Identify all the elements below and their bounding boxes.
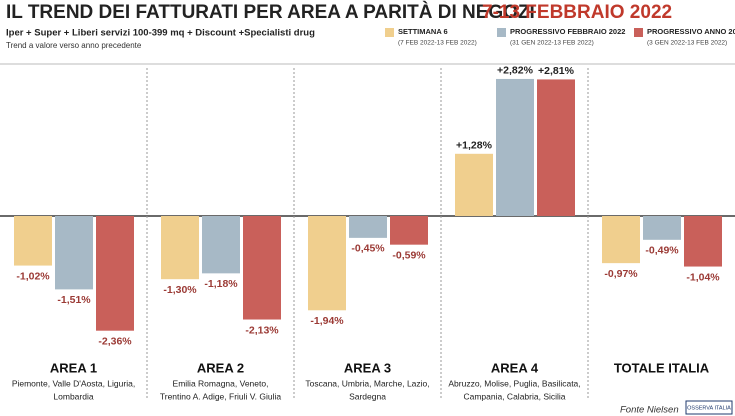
logo-box <box>685 400 733 415</box>
legend-label: PROGRESSIVO ANNO 2022 <box>647 27 735 36</box>
bar <box>14 216 52 266</box>
category-detail: Lombardia <box>53 391 93 401</box>
bar <box>96 216 134 331</box>
bar <box>308 216 346 311</box>
bar <box>161 216 199 280</box>
value-label: +2,81% <box>538 65 575 77</box>
bar <box>243 216 281 320</box>
category-label: AREA 1 <box>50 360 97 375</box>
legend-period: (3 GEN 2022-13 FEB 2022) <box>647 40 727 47</box>
value-label: -1,30% <box>163 284 197 296</box>
logo: OSSERVA ITALIA <box>687 405 731 411</box>
bar <box>602 216 640 264</box>
value-label: -1,04% <box>686 271 720 283</box>
value-label: -0,49% <box>645 245 679 257</box>
legend-period: (7 FEB 2022-13 FEB 2022) <box>398 40 477 47</box>
bar <box>643 216 681 240</box>
bar <box>537 79 575 217</box>
category-detail: Toscana, Umbria, Marche, Lazio, <box>305 378 429 388</box>
value-label: +1,28% <box>456 140 493 152</box>
bar <box>496 78 534 216</box>
category-detail: Emilia Romagna, Veneto, <box>173 378 269 388</box>
category-detail: Campania, Calabria, Sicilia <box>463 391 565 401</box>
legend-swatch <box>497 28 506 37</box>
bar <box>455 153 493 216</box>
bar <box>55 216 93 290</box>
legend-label: PROGRESSIVO FEBBRAIO 2022 <box>510 27 625 36</box>
value-label: -1,51% <box>57 294 91 306</box>
legend-period: (31 GEN 2022-13 FEB 2022) <box>510 40 594 47</box>
category-detail: Trentino A. Adige, Friuli V. Giulia <box>160 391 282 401</box>
legend-label: SETTIMANA 6 <box>398 27 448 36</box>
bar <box>684 216 722 267</box>
bar <box>390 216 428 245</box>
subtitle: Iper + Super + Liberi servizi 100-399 mq… <box>6 28 315 39</box>
value-label: -0,59% <box>392 249 426 261</box>
value-label: -1,94% <box>310 315 344 327</box>
bar <box>202 216 240 274</box>
value-label: -2,36% <box>98 335 132 347</box>
chart-title-dates: 7-13 FEBBRAIO 2022 <box>482 2 672 23</box>
chart-title: IL TREND DEI FATTURATI PER AREA A PARITÀ… <box>6 1 535 23</box>
value-label: -1,18% <box>204 278 238 290</box>
value-label: +2,82% <box>497 65 534 77</box>
bar <box>349 216 387 238</box>
category-detail: Abruzzo, Molise, Puglia, Basilicata, <box>448 378 580 388</box>
legend-swatch <box>634 28 643 37</box>
legend-swatch <box>385 28 394 37</box>
note: Trend a valore verso anno precedente <box>6 41 142 50</box>
value-label: -0,45% <box>351 243 385 255</box>
source: Fonte Nielsen <box>620 405 679 416</box>
category-label: AREA 3 <box>344 360 391 375</box>
category-label: TOTALE ITALIA <box>614 360 710 375</box>
category-detail: Sardegna <box>349 391 386 401</box>
category-detail: Piemonte, Valle D'Aosta, Liguria, <box>12 378 135 388</box>
category-label: AREA 2 <box>197 360 244 375</box>
value-label: -0,97% <box>604 268 638 280</box>
category-label: AREA 4 <box>491 360 539 375</box>
value-label: -1,02% <box>16 270 50 282</box>
value-label: -2,13% <box>245 324 279 336</box>
